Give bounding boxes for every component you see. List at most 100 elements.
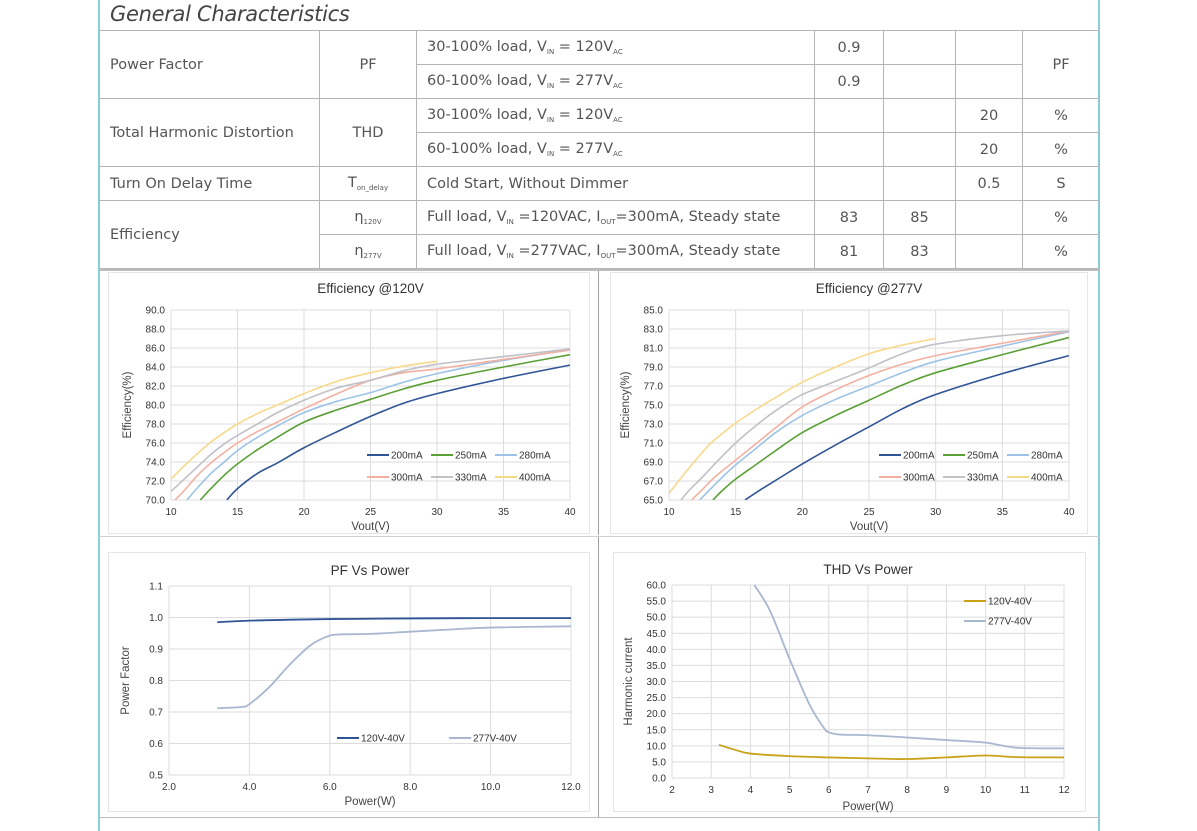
chart-efficiency-277v-panel: Efficiency @277V 65.0 67.0 69.0 71.0 73.0 75.0…: [610, 272, 1088, 534]
x-axis-label: Power(W): [344, 796, 395, 808]
series-line-250ma: [199, 353, 570, 500]
condition-cell: 30-100% load, VIN = 120VAC: [416, 98, 815, 133]
x-tick-label: 2: [669, 785, 675, 796]
x-tick-label: 6.0: [323, 782, 337, 793]
condition-cell: Cold Start, Without Dimmer: [416, 166, 815, 201]
legend-label: 200mA: [391, 451, 423, 462]
condition-text: Cold Start, Without Dimmer: [427, 175, 629, 192]
y-tick-label: 1.1: [149, 582, 163, 593]
parameter-cell: Power Factor: [99, 30, 320, 99]
legend-label: 330mA: [455, 473, 487, 484]
x-tick-label: 25: [365, 507, 377, 518]
series-line-277v-40v: [217, 625, 571, 710]
condition-text: Full load, V: [427, 243, 507, 259]
condition-text: =300mA, Steady state: [615, 209, 781, 225]
series-line-300ma: [174, 349, 570, 500]
min-value-cell: 0.9: [814, 64, 884, 99]
typ-value-cell: [883, 64, 956, 99]
x-tick-label: 5: [787, 785, 793, 796]
condition-text: IN: [546, 48, 555, 56]
x-axis-label: Vout(V): [850, 521, 889, 533]
table-row: Efficiency η120V Full load, VIN =120VAC, I…: [99, 200, 1100, 269]
y-tick-label: 50.0: [647, 613, 667, 624]
y-axis-label: Efficiency(%): [620, 371, 632, 438]
condition-text: 30-100% load, V: [427, 107, 547, 123]
symbol-cell: PF: [319, 30, 417, 99]
condition-text: 30-100% load, V: [427, 39, 547, 55]
y-tick-label: 1.0: [149, 613, 163, 624]
y-axis-label: Harmonic current: [623, 637, 635, 726]
typ-value-cell: [883, 30, 956, 65]
max-value-cell: [955, 200, 1023, 235]
section-title: General Characteristics: [110, 2, 350, 26]
y-tick-label: 83.0: [644, 325, 664, 336]
chart-thd-vs-power: THD Vs Power0.05.010.015.020.025.030.035…: [623, 562, 1070, 813]
max-value-cell: [955, 64, 1023, 99]
y-tick-label: 67.0: [644, 477, 664, 488]
y-tick-label: 45.0: [647, 629, 667, 640]
y-tick-label: 0.6: [149, 739, 163, 750]
condition-text: OUT: [600, 252, 616, 260]
series-line-330ma: [171, 348, 570, 493]
y-tick-label: 30.0: [647, 677, 667, 688]
condition-text: = 120V: [554, 39, 614, 55]
spec-table: Power Factor PF 30-100% load, VIN = 120VAC…: [99, 30, 1100, 269]
y-tick-label: 15.0: [647, 725, 667, 736]
chart-efficiency-120v: Efficiency @120V 70.0 72.0 74.0 76.0 78.0 80.0…: [122, 281, 576, 533]
x-axis-label: Vout(V): [351, 521, 390, 533]
chart-title: Efficiency @120V: [317, 281, 424, 296]
max-value-cell: 20: [955, 98, 1023, 133]
chart-title: Efficiency @277V: [816, 281, 923, 296]
condition-cell: 60-100% load, VIN = 277VAC: [416, 64, 815, 99]
x-tick-label: 3: [708, 785, 714, 796]
table-row: 60-100% load, VIN = 277VAC 0.9: [100, 64, 1100, 99]
y-tick-label: 40.0: [647, 645, 667, 656]
series-line-120v-40v: [718, 744, 1064, 760]
parameter-cell: Turn On Delay Time: [99, 166, 320, 201]
symbol-subscript: 277V: [363, 252, 382, 260]
y-tick-label: 69.0: [644, 458, 664, 469]
parameter-cell: Efficiency: [99, 200, 320, 269]
x-tick-label: 12: [1058, 785, 1070, 796]
legend-label: 400mA: [519, 473, 551, 484]
x-axis-label: Power(W): [842, 801, 893, 813]
legend-label: 120V-40V: [988, 597, 1032, 608]
page-frame: [98, 0, 1100, 831]
y-tick-label: 55.0: [647, 597, 667, 608]
y-tick-label: 60.0: [647, 581, 667, 592]
legend-label: 250mA: [967, 451, 999, 462]
legend-label: 300mA: [903, 473, 935, 484]
table-row: η277V Full load, VIN =277VAC, IOUT=300mA,…: [100, 234, 1100, 269]
condition-text: IN: [546, 82, 555, 90]
x-tick-label: 40: [1063, 507, 1075, 518]
max-value-cell: [955, 234, 1023, 269]
x-tick-label: 10: [663, 507, 675, 518]
parameter-cell: Total Harmonic Distortion: [99, 98, 320, 167]
x-tick-label: 30: [431, 507, 443, 518]
series-line-280ma: [699, 331, 1069, 500]
typ-value-cell: [883, 166, 956, 201]
chart-efficiency-277v: Efficiency @277V 65.0 67.0 69.0 71.0 73.0 75.0…: [620, 281, 1075, 533]
y-tick-label: 0.8: [149, 676, 163, 687]
series-line-400ma: [669, 337, 936, 494]
y-tick-label: 35.0: [647, 661, 667, 672]
condition-text: AC: [613, 116, 623, 124]
condition-text: 60-100% load, V: [427, 73, 547, 89]
x-tick-label: 6: [826, 785, 832, 796]
symbol-subscript: 120V: [363, 218, 382, 226]
symbol-text: η: [354, 243, 364, 259]
min-value-cell: [814, 132, 884, 167]
series-line-280ma: [186, 349, 570, 500]
condition-text: = 277V: [554, 73, 614, 89]
x-tick-label: 10: [980, 785, 992, 796]
legend-label: 400mA: [1031, 473, 1063, 484]
y-tick-label: 5.0: [652, 757, 666, 768]
symbol-text: T: [347, 175, 357, 191]
x-tick-label: 12.0: [561, 782, 581, 793]
y-axis-label: Power Factor: [120, 646, 132, 715]
series-line-200ma: [744, 354, 1069, 500]
y-tick-label: 77.0: [644, 382, 664, 393]
x-tick-label: 20: [797, 507, 809, 518]
legend-label: 280mA: [519, 451, 551, 462]
x-tick-label: 4.0: [242, 782, 256, 793]
